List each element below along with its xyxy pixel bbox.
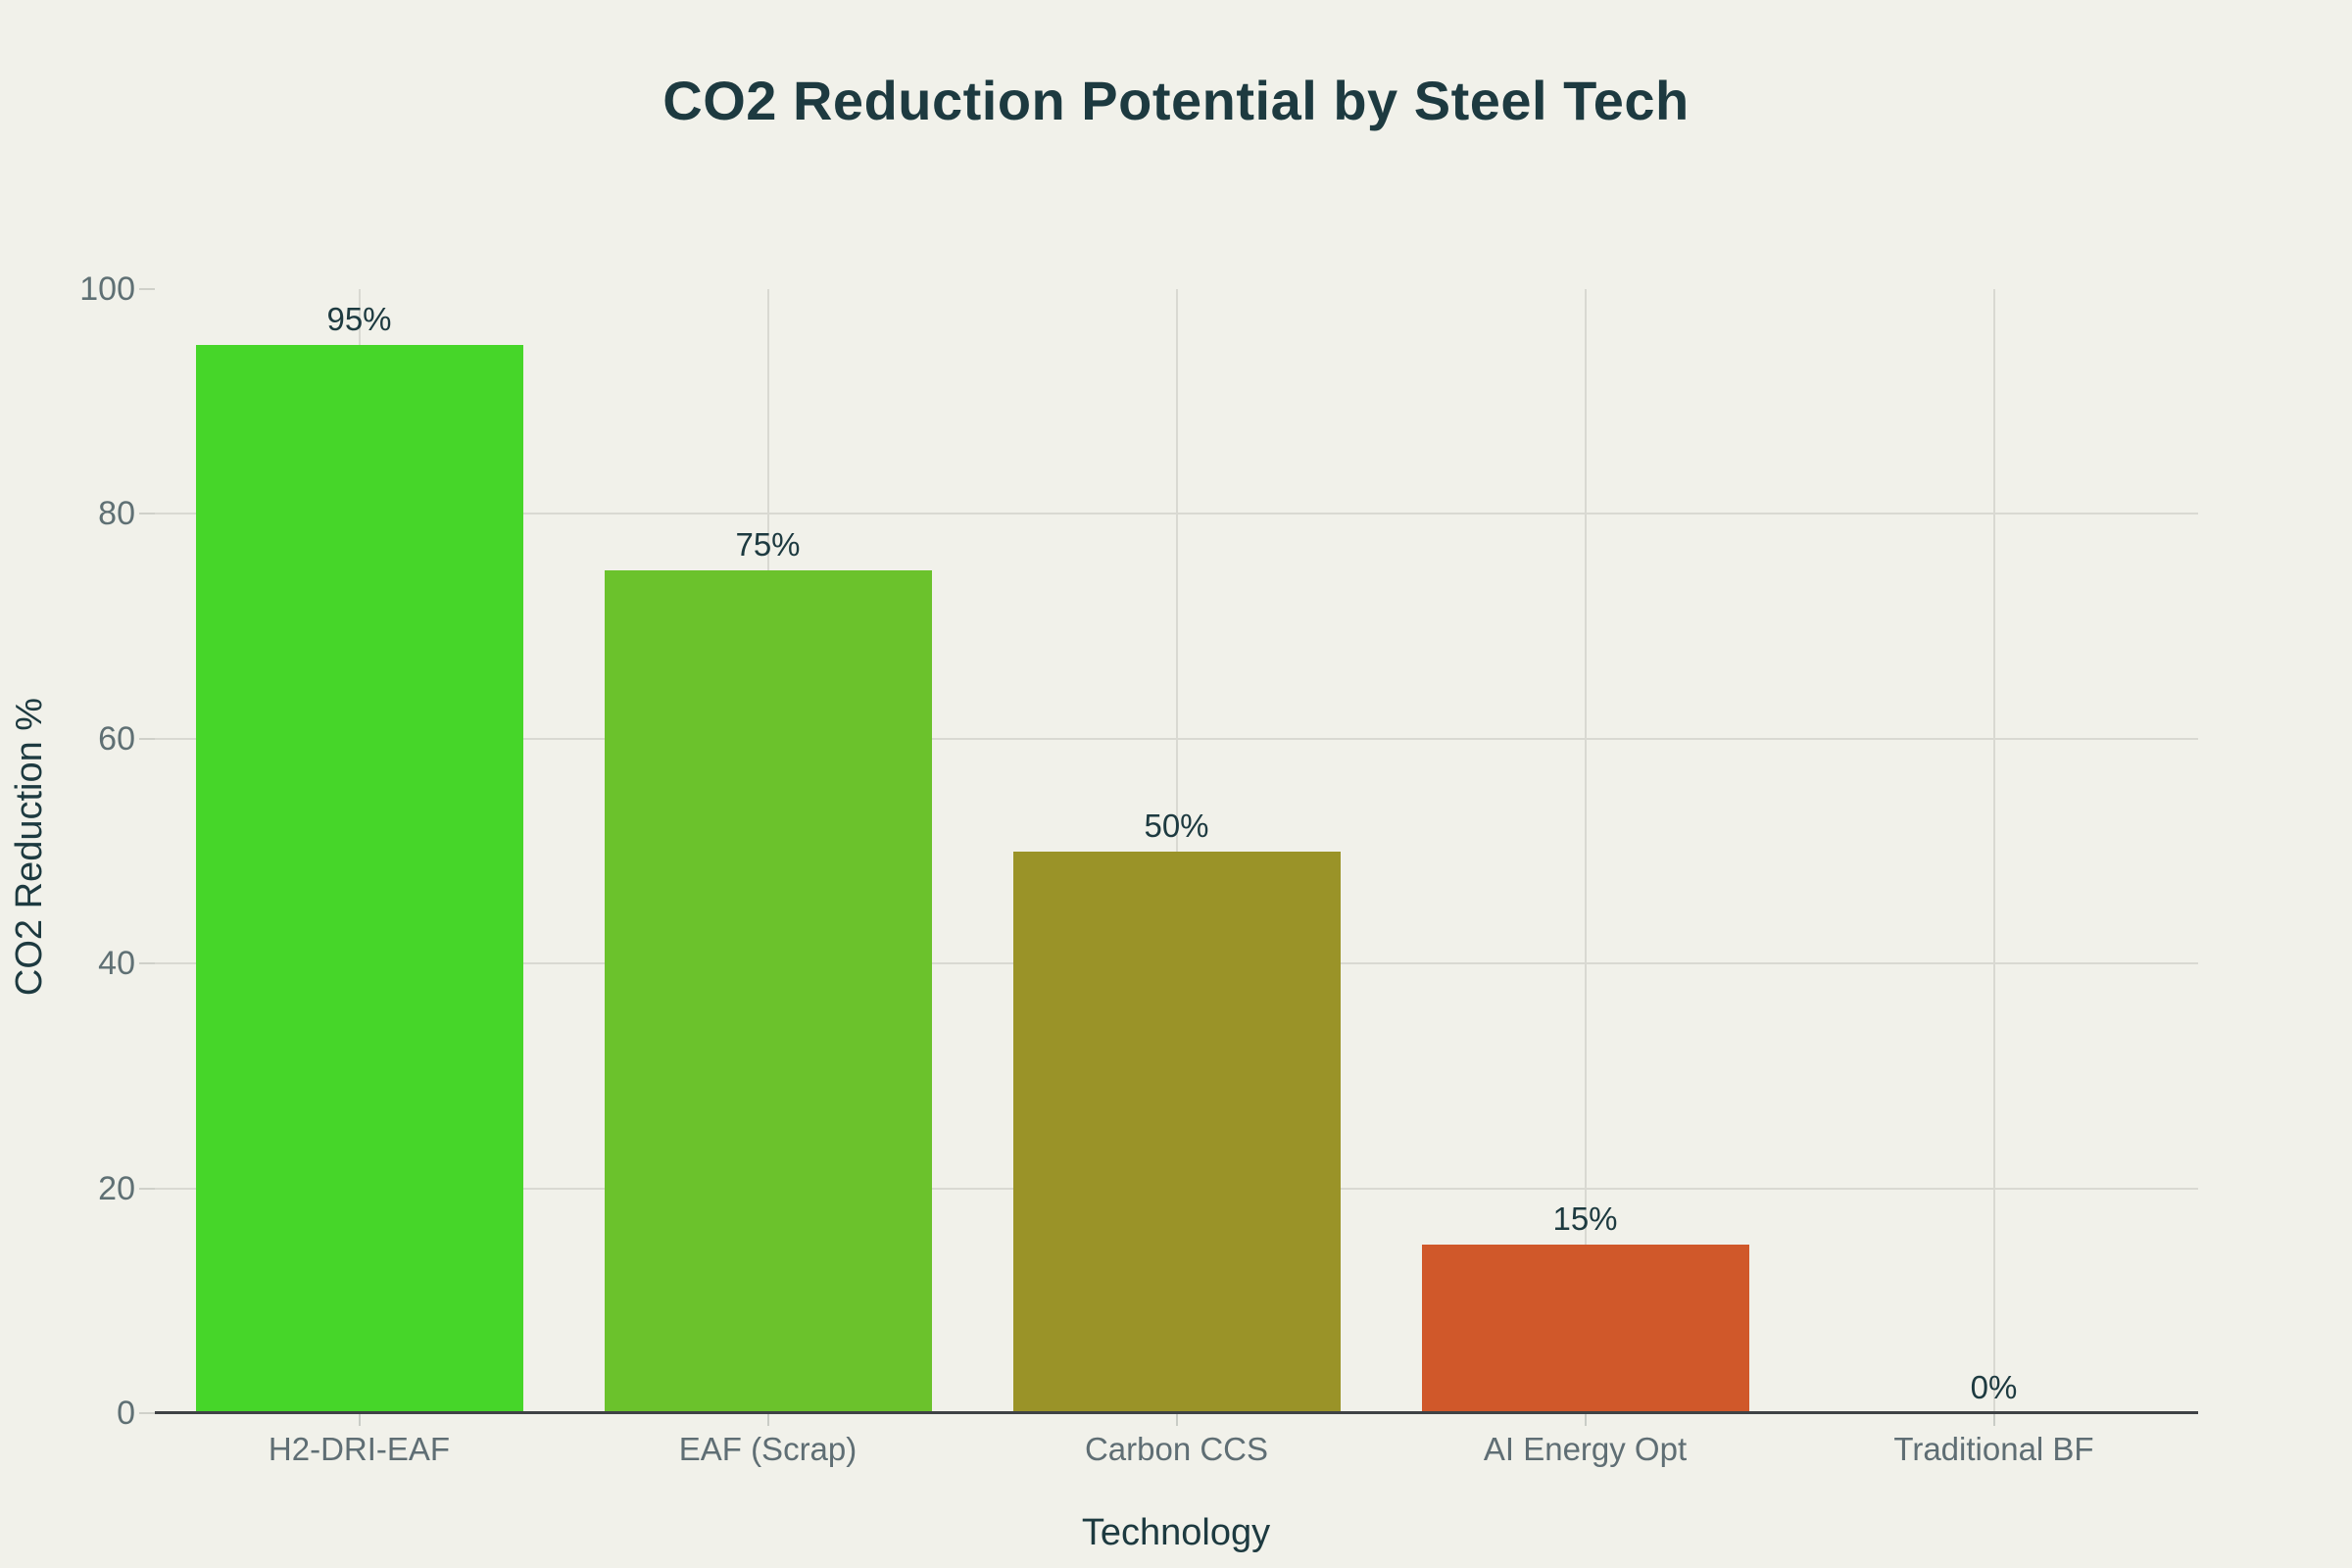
y-tick-label-20: 20: [98, 1169, 135, 1207]
plot-area: 95% 75% 50% 15% 0%: [155, 289, 2198, 1413]
gridline-vertical-traditional-bf: [1992, 289, 1995, 1413]
x-tick-ai-energy-opt: [1584, 1414, 1587, 1426]
y-tick-label-40: 40: [98, 945, 135, 983]
x-category-label-eaf-scrap: EAF (Scrap): [678, 1431, 858, 1467]
x-category-label-h2-dri-eaf: H2-DRI-EAF: [268, 1431, 451, 1467]
x-tick-eaf-scrap: [766, 1414, 769, 1426]
value-label-eaf-scrap: 75%: [735, 525, 801, 563]
x-category-label-ai-energy-opt: AI Energy Opt: [1483, 1431, 1688, 1467]
value-label-carbon-ccs: 50%: [1144, 807, 1209, 844]
x-category-label-carbon-ccs: Carbon CCS: [1084, 1431, 1269, 1467]
value-label-ai-energy-opt: 15%: [1552, 1200, 1618, 1237]
x-tick-traditional-bf: [1992, 1414, 1995, 1426]
y-tick-label-0: 0: [117, 1395, 135, 1432]
bar-carbon-ccs: [1012, 851, 1341, 1413]
x-tick-carbon-ccs: [1175, 1414, 1178, 1426]
chart-title: CO2 Reduction Potential by Steel Tech: [662, 70, 1690, 131]
y-tick-label-80: 80: [98, 495, 135, 533]
y-tick-100: [139, 288, 155, 290]
x-axis-line: [155, 1411, 2198, 1414]
x-tick-h2-dri-eaf: [358, 1414, 361, 1426]
y-tick-label-60: 60: [98, 719, 135, 758]
y-tick-60: [139, 737, 155, 740]
bar-h2-dri-eaf: [195, 345, 523, 1413]
y-tick-80: [139, 513, 155, 515]
y-axis-title: CO2 Reduction %: [9, 697, 50, 997]
value-label-h2-dri-eaf: 95%: [326, 301, 392, 338]
y-tick-40: [139, 962, 155, 965]
y-tick-0: [139, 1412, 155, 1414]
bar-eaf-scrap: [604, 569, 932, 1413]
bar-ai-energy-opt: [1421, 1244, 1749, 1413]
x-axis-title: Technology: [1081, 1512, 1271, 1553]
value-label-traditional-bf: 0%: [1970, 1369, 2018, 1405]
x-category-label-traditional-bf: Traditional BF: [1893, 1431, 2094, 1467]
y-tick-label-100: 100: [79, 270, 135, 308]
gridline-vertical-ai-energy-opt: [1584, 289, 1587, 1413]
y-tick-20: [139, 1187, 155, 1190]
